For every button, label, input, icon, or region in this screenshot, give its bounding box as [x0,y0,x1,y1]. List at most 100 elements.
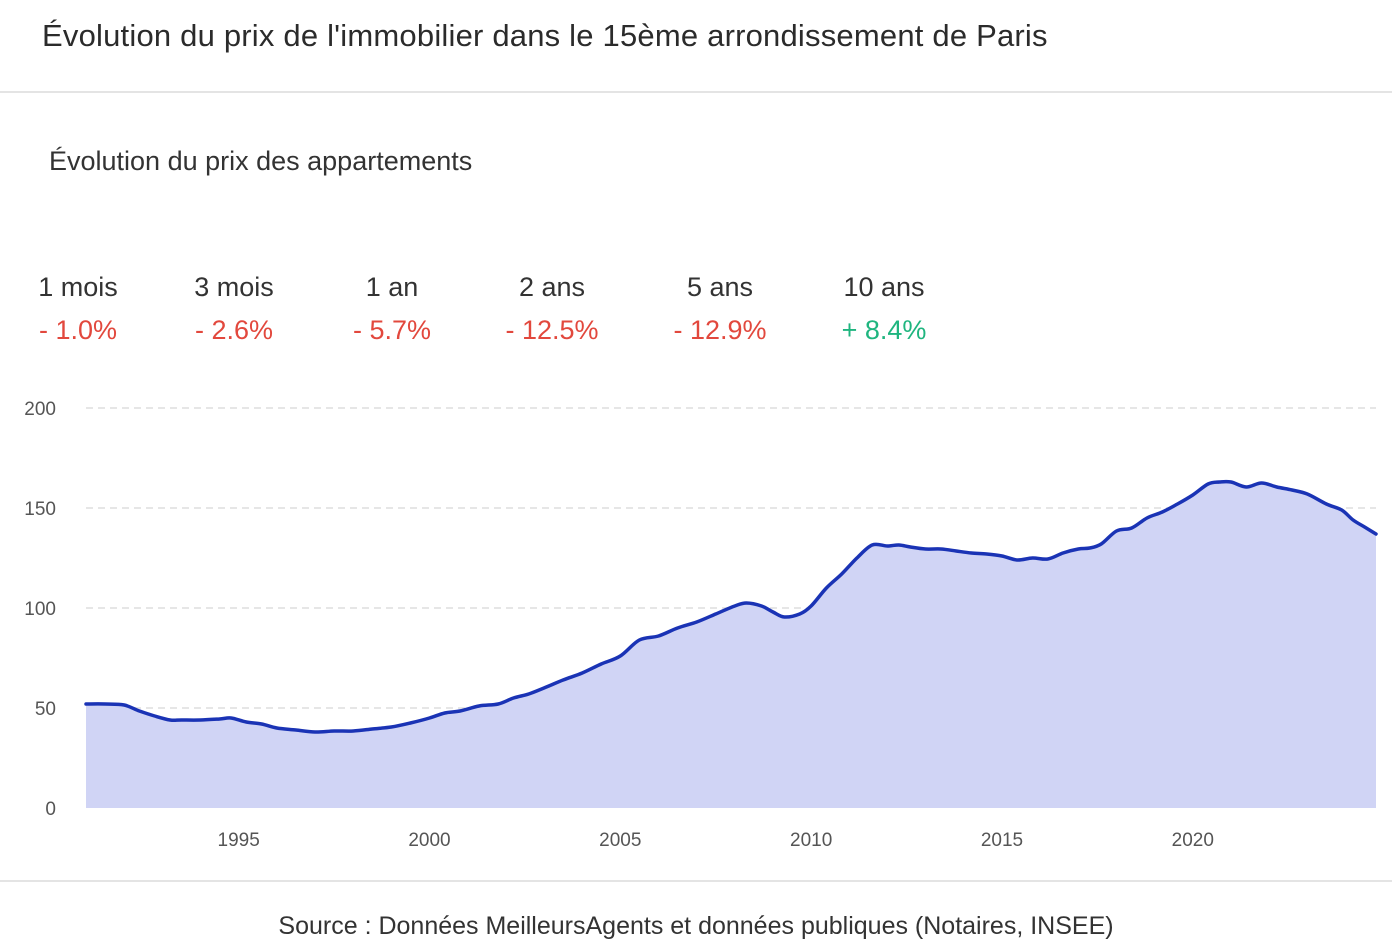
stat-value: - 2.6% [194,315,274,345]
x-tick-label: 1995 [218,830,260,851]
data-point [512,696,516,700]
data-point [1130,526,1134,530]
y-tick-label: 50 [35,699,56,720]
data-point [599,662,603,666]
x-tick-label: 2010 [790,830,832,851]
data-point [637,638,641,642]
data-point [527,692,531,696]
data-point [908,545,912,549]
stat-1-month: 1 mois - 1.0% [22,272,134,346]
chart-axis-labels: 0 50 100 150 200 1995 2000 2005 2010 2015 2020 [24,399,1214,851]
page-title: Évolution du prix de l'immobilier dans l… [42,18,1048,53]
data-point [798,612,802,616]
data-point [695,620,699,624]
data-point [1160,510,1164,514]
data-point [1115,529,1119,533]
data-point [969,551,973,555]
data-point [760,604,764,608]
data-point [1363,525,1367,529]
data-point [1015,558,1019,562]
data-point [294,728,298,732]
x-tick-label: 2000 [408,830,450,851]
data-point [443,711,447,715]
data-point [458,709,462,713]
data-point [218,717,222,721]
stat-label: 10 ans [843,272,925,302]
data-point [733,604,737,608]
x-tick-label: 2015 [981,830,1023,851]
data-point [199,718,203,722]
data-point [771,610,775,614]
data-point [428,716,432,720]
data-point [179,718,183,722]
stat-value: - 12.9% [673,315,767,345]
x-tick-label: 2020 [1172,830,1214,851]
data-point [84,702,88,706]
data-point [542,686,546,690]
data-point [389,725,393,729]
stat-label: 2 ans [518,272,586,302]
data-point [809,604,813,608]
data-point [1290,488,1294,492]
y-tick-label: 150 [24,499,56,520]
data-point [714,612,718,616]
data-point [260,722,264,726]
stat-2-years: 2 ans - 12.5% [490,272,614,346]
data-point [244,720,248,724]
data-point [351,729,355,733]
data-point [229,716,233,720]
y-tick-label: 100 [24,599,56,620]
stat-value: - 12.5% [505,315,599,345]
stat-value: + 8.4% [841,315,927,345]
footer-divider [0,880,1392,882]
data-point [1046,557,1050,561]
data-point [939,547,943,551]
data-point [1145,516,1149,520]
stat-3-months: 3 mois - 2.6% [178,272,290,346]
data-point [1088,546,1092,550]
data-point [1229,480,1233,484]
data-point [840,572,844,576]
data-point [1244,485,1248,489]
data-point [870,543,874,547]
stat-1-year: 1 an - 5.7% [336,272,448,346]
header-divider [0,91,1392,93]
data-point [886,544,890,548]
data-point [103,702,107,706]
stat-value: - 1.0% [38,315,118,345]
stat-10-years: 10 ans + 8.4% [822,272,946,346]
data-point [1061,551,1065,555]
data-point [897,543,901,547]
stat-label: 1 mois [38,272,118,302]
data-point [985,552,989,556]
data-point [676,626,680,630]
data-point [1275,485,1279,489]
data-point [153,714,157,718]
stat-label: 5 ans [686,272,754,302]
data-point [580,671,584,675]
price-area-fill [86,481,1376,808]
source-note: Source : Données MeilleursAgents et donn… [278,912,1114,940]
data-point [657,634,661,638]
data-point [1076,547,1080,551]
price-evolution-chart: 0 50 100 150 200 1995 2000 2005 2010 2015 2020 [24,399,1378,851]
data-point [168,718,172,722]
data-point [954,549,958,553]
data-point [1099,542,1103,546]
data-point [408,721,412,725]
data-point [855,556,859,560]
section-subtitle: Évolution du prix des appartements [49,146,473,176]
data-point [1031,556,1035,560]
price-line [84,479,1378,734]
stat-5-years: 5 ans - 12.9% [658,272,782,346]
data-point [782,615,786,619]
data-point [370,727,374,731]
data-point [1324,502,1328,506]
data-point [1191,493,1195,497]
data-point [496,702,500,706]
stat-label: 1 an [365,272,419,302]
data-point [1218,480,1222,484]
data-point [137,709,141,713]
data-point [744,601,748,605]
y-tick-label: 200 [24,399,56,420]
